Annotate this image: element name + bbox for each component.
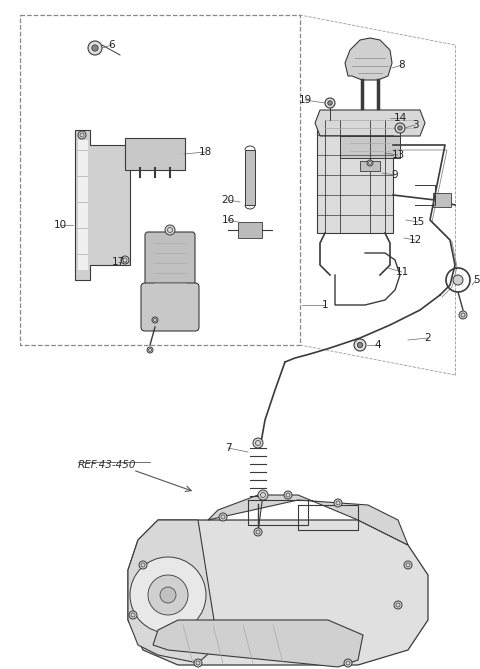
Polygon shape xyxy=(345,38,392,80)
Circle shape xyxy=(139,561,147,569)
Polygon shape xyxy=(128,520,428,665)
Text: 6: 6 xyxy=(108,40,115,50)
Circle shape xyxy=(194,659,202,667)
Text: 14: 14 xyxy=(394,113,407,123)
Text: 1: 1 xyxy=(322,300,328,310)
Polygon shape xyxy=(153,620,363,667)
Circle shape xyxy=(394,601,402,609)
Circle shape xyxy=(325,98,335,108)
Circle shape xyxy=(121,256,129,264)
Polygon shape xyxy=(317,120,393,233)
Circle shape xyxy=(344,659,352,667)
Bar xyxy=(245,150,255,205)
Circle shape xyxy=(219,513,227,521)
Circle shape xyxy=(459,311,467,319)
Text: 9: 9 xyxy=(392,170,398,180)
Text: 4: 4 xyxy=(375,340,381,350)
Text: 10: 10 xyxy=(53,220,67,230)
Polygon shape xyxy=(78,140,88,270)
Text: 8: 8 xyxy=(399,60,405,70)
Bar xyxy=(360,161,380,171)
Text: 12: 12 xyxy=(408,235,421,245)
Circle shape xyxy=(258,490,268,500)
Circle shape xyxy=(328,101,332,105)
Text: 16: 16 xyxy=(221,215,235,225)
Circle shape xyxy=(129,611,137,619)
Text: REF.43-450: REF.43-450 xyxy=(78,460,136,470)
Text: 18: 18 xyxy=(198,147,212,157)
FancyBboxPatch shape xyxy=(125,138,185,170)
Circle shape xyxy=(354,339,366,351)
Text: 3: 3 xyxy=(412,120,418,130)
Circle shape xyxy=(253,438,263,448)
Text: 20: 20 xyxy=(221,195,235,205)
Circle shape xyxy=(398,126,402,130)
Polygon shape xyxy=(128,520,218,663)
Text: 17: 17 xyxy=(111,257,125,267)
Text: 15: 15 xyxy=(411,217,425,227)
Circle shape xyxy=(357,343,363,348)
Circle shape xyxy=(254,528,262,536)
Circle shape xyxy=(165,225,175,235)
Circle shape xyxy=(147,347,153,353)
Circle shape xyxy=(453,275,463,285)
Bar xyxy=(238,222,262,238)
Circle shape xyxy=(284,491,292,499)
Polygon shape xyxy=(208,495,408,545)
Polygon shape xyxy=(340,136,400,158)
Text: 19: 19 xyxy=(299,95,312,105)
Text: 13: 13 xyxy=(391,150,405,160)
FancyBboxPatch shape xyxy=(145,232,195,290)
Circle shape xyxy=(88,41,102,55)
Bar xyxy=(20,15,300,345)
Circle shape xyxy=(78,131,86,139)
Text: 5: 5 xyxy=(473,275,480,285)
Bar xyxy=(433,193,451,207)
Circle shape xyxy=(160,587,176,603)
Polygon shape xyxy=(315,110,425,136)
Circle shape xyxy=(395,123,405,133)
Circle shape xyxy=(334,499,342,507)
Text: 11: 11 xyxy=(396,267,408,277)
Circle shape xyxy=(152,317,158,323)
Circle shape xyxy=(367,160,373,166)
Circle shape xyxy=(92,45,98,51)
Circle shape xyxy=(404,561,412,569)
Circle shape xyxy=(148,575,188,615)
Text: 2: 2 xyxy=(425,333,432,343)
Circle shape xyxy=(130,557,206,633)
Polygon shape xyxy=(75,130,130,280)
FancyBboxPatch shape xyxy=(141,283,199,331)
Text: 7: 7 xyxy=(225,443,231,453)
